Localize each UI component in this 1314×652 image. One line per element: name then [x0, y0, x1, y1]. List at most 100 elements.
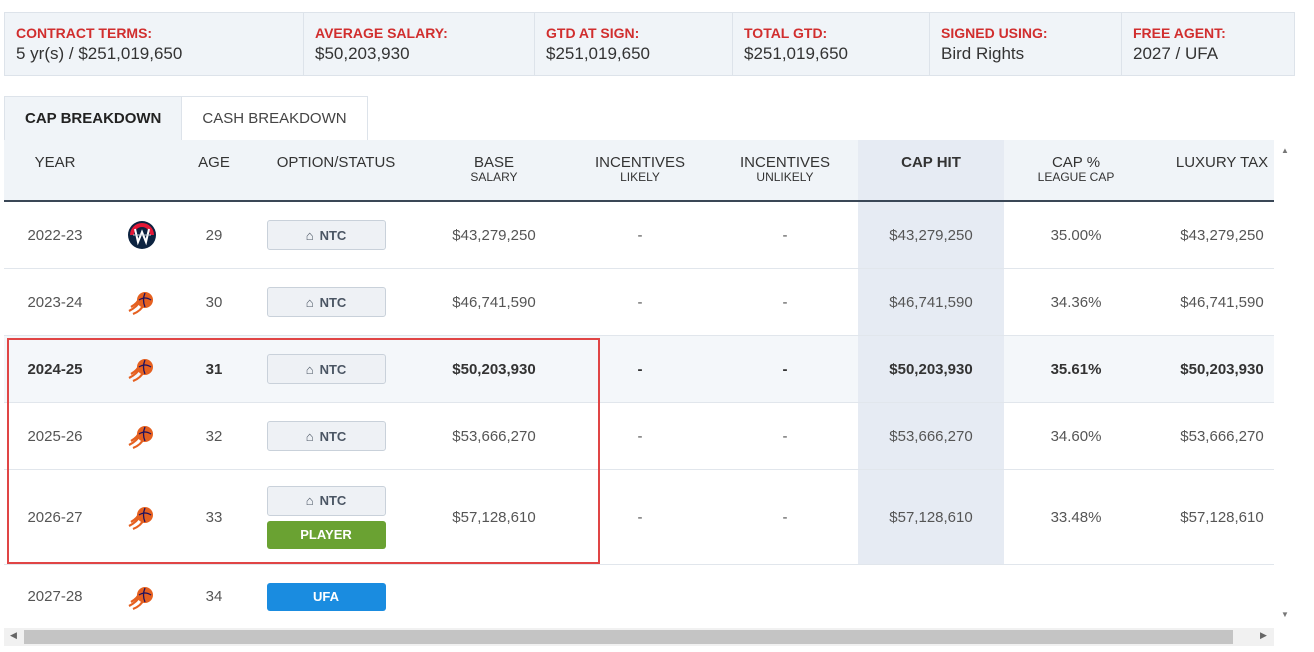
ntc-badge[interactable]: ⌂ NTC — [266, 220, 386, 250]
summary-label: SIGNED USING: — [941, 25, 1048, 41]
base-salary-cell: $57,128,610 — [452, 508, 536, 526]
col-header-sublabel: LEAGUE CAP — [1037, 170, 1115, 184]
cap-percent-cell: 35.00% — [1050, 226, 1102, 244]
luxury-tax-cell: $53,666,270 — [1180, 427, 1264, 445]
summary-value: 5 yr(s) / $251,019,650 — [16, 44, 183, 63]
year-cell: 2024-25 — [27, 360, 83, 378]
cap-hit-header-highlight — [858, 140, 1004, 200]
col-header-incentives-likely[interactable]: INCENTIVES LIKELY — [570, 140, 710, 200]
team-logo-cell — [112, 269, 172, 335]
col-header-option-status[interactable]: OPTION/STATUS — [256, 140, 416, 200]
table-row: 2026-27 33 ⌂ NTC PLAYER $57,128,610 - - $… — [4, 470, 1274, 565]
col-header-cap-percent[interactable]: CAP % LEAGUE CAP — [1006, 140, 1146, 200]
summary-label: GTD AT SIGN: — [546, 25, 640, 41]
col-header-cap-hit[interactable]: CAP HIT — [858, 140, 1004, 200]
badge-label: NTC — [319, 227, 347, 243]
summary-value: 2027 / UFA — [1133, 44, 1219, 63]
suns-logo-icon — [128, 586, 153, 610]
base-salary-cell: $43,279,250 — [452, 226, 536, 244]
ntc-badge[interactable]: ⌂ NTC — [266, 287, 386, 317]
incentives-unlikely-cell: - — [782, 427, 788, 445]
col-header-label: AGE — [198, 154, 230, 171]
vertical-scrollbar[interactable]: ▲ ▼ — [1276, 140, 1294, 628]
scroll-up-icon[interactable]: ▲ — [1281, 146, 1289, 155]
age-cell: 29 — [205, 226, 223, 244]
horizontal-scrollbar[interactable]: ◀ ▶ — [4, 628, 1274, 646]
team-logo-cell — [112, 470, 172, 564]
cap-hit-cell: $46,741,590 — [889, 293, 973, 311]
col-header-sublabel: SALARY — [470, 170, 518, 184]
col-header-sublabel: LIKELY — [620, 170, 660, 184]
player-option-badge[interactable]: PLAYER — [266, 520, 386, 549]
ntc-badge[interactable]: ⌂ NTC — [266, 485, 386, 516]
team-logo-cell — [112, 336, 172, 402]
ntc-badge[interactable]: ⌂ NTC — [266, 354, 386, 384]
cap-percent-cell: 34.60% — [1050, 427, 1102, 445]
base-salary-cell: $46,741,590 — [452, 293, 536, 311]
table-row-current-season: 2024-25 31 ⌂ NTC $50,203,930 - - $50,203,… — [4, 336, 1274, 403]
year-cell: 2027-28 — [27, 588, 83, 605]
table-header: YEAR AGE OPTION/STATUS BASE SALARY INCENT… — [4, 140, 1274, 202]
contract-summary-bar: CONTRACT TERMS: 5 yr(s) / $251,019,650 A… — [4, 12, 1295, 76]
status-cell: ⌂ NTC — [256, 202, 396, 268]
col-header-label: INCENTIVES — [594, 154, 685, 171]
col-header-label: CAP HIT — [901, 154, 961, 171]
incentives-likely-cell: - — [637, 293, 643, 311]
col-header-year[interactable]: YEAR — [4, 140, 106, 200]
table-row: 2022-23 29 ⌂ NTC $43,279,250 - - $43,279,… — [4, 202, 1274, 269]
year-cell: 2023-24 — [27, 293, 83, 311]
summary-label: TOTAL GTD: — [744, 25, 828, 41]
lock-icon: ⌂ — [305, 428, 314, 444]
scroll-left-icon[interactable]: ◀ — [10, 630, 17, 640]
table-row: 2027-28 34 UFA — [4, 565, 1274, 628]
badge-label: NTC — [319, 361, 347, 377]
col-header-base-salary[interactable]: BASE SALARY — [424, 140, 564, 200]
table-row: 2023-24 30 ⌂ NTC $46,741,590 - - $46,741,… — [4, 269, 1274, 336]
scroll-right-icon[interactable]: ▶ — [1260, 630, 1267, 640]
age-cell: 34 — [205, 588, 223, 605]
wizards-logo-icon — [128, 221, 156, 249]
incentives-unlikely-cell: - — [782, 360, 788, 378]
ntc-badge[interactable]: ⌂ NTC — [266, 421, 386, 451]
year-cell: 2026-27 — [27, 508, 83, 526]
incentives-unlikely-cell: - — [782, 508, 788, 526]
status-cell: ⌂ NTC PLAYER — [256, 470, 396, 564]
incentives-likely-cell: - — [637, 427, 643, 445]
horizontal-scroll-thumb[interactable] — [24, 630, 1233, 644]
incentives-unlikely-cell: - — [782, 226, 788, 244]
summary-gtd-at-sign: GTD AT SIGN: $251,019,650 — [535, 13, 733, 75]
scroll-down-icon[interactable]: ▼ — [1281, 610, 1289, 619]
badge-label: NTC — [319, 294, 347, 310]
incentives-unlikely-cell: - — [782, 293, 788, 311]
cap-hit-cell: $53,666,270 — [889, 427, 973, 445]
summary-average-salary: AVERAGE SALARY: $50,203,930 — [304, 13, 535, 75]
col-header-incentives-unlikely[interactable]: INCENTIVES UNLIKELY — [715, 140, 855, 200]
col-header-age[interactable]: AGE — [184, 140, 244, 200]
col-header-label: YEAR — [34, 154, 76, 171]
summary-free-agent: FREE AGENT: 2027 / UFA — [1122, 13, 1294, 75]
badge-label: NTC — [319, 428, 347, 444]
base-salary-cell: $53,666,270 — [452, 427, 536, 445]
summary-label: FREE AGENT: — [1133, 25, 1226, 41]
cap-hit-cell: $43,279,250 — [889, 226, 973, 244]
tab-cap-breakdown[interactable]: CAP BREAKDOWN — [4, 96, 183, 140]
luxury-tax-cell: $50,203,930 — [1180, 360, 1264, 378]
lock-icon: ⌂ — [305, 227, 314, 243]
incentives-likely-cell: - — [637, 508, 643, 526]
summary-value: $251,019,650 — [546, 44, 650, 63]
team-logo-cell — [112, 202, 172, 268]
table-row: 2025-26 32 ⌂ NTC $53,666,270 - - $53,666,… — [4, 403, 1274, 470]
team-logo-cell — [112, 403, 172, 469]
age-cell: 30 — [205, 293, 223, 311]
luxury-tax-cell: $57,128,610 — [1180, 508, 1264, 526]
year-cell: 2022-23 — [27, 226, 83, 244]
col-header-luxury-tax[interactable]: LUXURY TAX — [1154, 140, 1274, 200]
cap-percent-cell: 33.48% — [1050, 508, 1102, 526]
age-cell: 31 — [205, 360, 223, 378]
summary-label: CONTRACT TERMS: — [16, 25, 153, 41]
ufa-badge[interactable]: UFA — [266, 582, 386, 611]
summary-label: AVERAGE SALARY: — [315, 25, 448, 41]
tab-cash-breakdown[interactable]: CASH BREAKDOWN — [182, 96, 368, 140]
luxury-tax-cell: $43,279,250 — [1180, 226, 1264, 244]
lock-icon: ⌂ — [305, 493, 314, 508]
